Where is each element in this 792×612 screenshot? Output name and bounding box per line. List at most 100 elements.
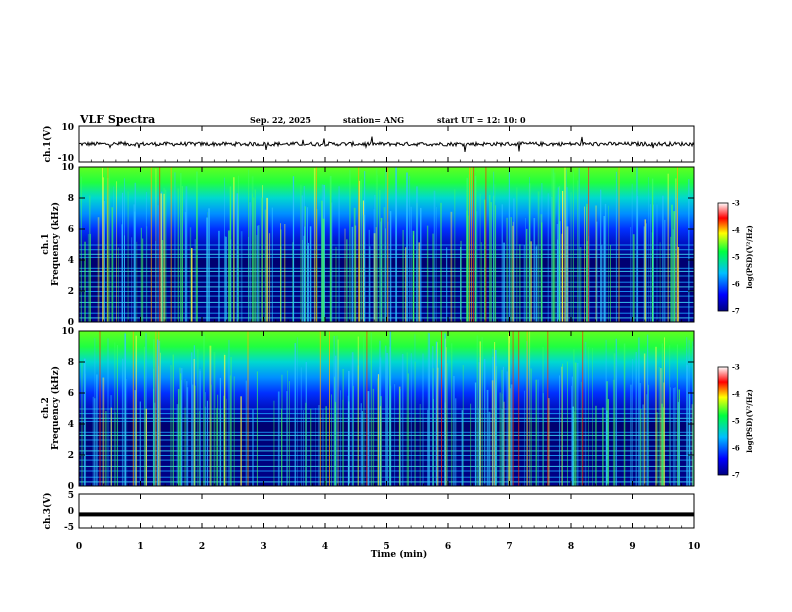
ch1-sferic xyxy=(516,187,518,322)
ch2-sferic xyxy=(623,343,626,486)
ch2-colorbar-scale xyxy=(717,366,729,476)
ch1-sferic xyxy=(405,247,407,322)
ch2-sferic xyxy=(588,347,589,486)
ch1-sferic xyxy=(541,222,543,322)
ch2-sferic xyxy=(501,393,503,486)
ch2-sferic xyxy=(678,399,680,486)
ch1-sferic xyxy=(446,247,448,322)
ch2-sferic xyxy=(191,352,193,486)
ch2-sferic xyxy=(210,384,212,486)
ch1-sferic xyxy=(236,193,239,322)
ch1-sferic xyxy=(632,234,635,322)
ch3-ytick-bottom: -5 xyxy=(64,523,74,533)
ch2-sferic xyxy=(121,358,124,486)
ch1-sferic xyxy=(526,228,528,322)
ch1-sferic xyxy=(564,167,566,322)
ch2-sferic xyxy=(499,392,501,486)
ch2-sferic xyxy=(233,376,235,486)
ch1-sferic xyxy=(89,233,91,322)
ch2-sferic xyxy=(186,381,188,486)
ch2-sferic xyxy=(692,341,694,486)
ch2-sferic xyxy=(337,339,339,486)
ch2-sferic xyxy=(102,377,105,486)
ch2-sferic xyxy=(639,383,641,486)
ch1-sferic xyxy=(529,177,530,322)
ch1-sferic xyxy=(233,177,235,322)
ch1-sferic xyxy=(533,218,536,322)
ch1-sferic xyxy=(368,229,370,322)
ch2-sferic xyxy=(508,332,510,486)
ch2-sferic xyxy=(116,345,118,486)
ch1-sferic xyxy=(373,209,375,322)
ch1-sferic xyxy=(228,230,230,322)
ch1-spectrogram-ytick-label: 4 xyxy=(68,256,74,266)
ch1-sferic xyxy=(664,219,666,322)
ch2-sferic xyxy=(134,390,137,486)
ch2-sferic xyxy=(692,346,694,486)
ch2-sferic xyxy=(310,408,312,486)
ch1-sferic xyxy=(493,171,495,322)
ch1-sferic xyxy=(109,168,111,322)
ch2-sferic xyxy=(573,411,575,486)
ch2-sferic xyxy=(492,356,494,486)
ch2-strong-sferic xyxy=(99,331,101,486)
ch2-sferic xyxy=(399,388,401,486)
ch2-sferic xyxy=(256,371,258,486)
ch1-sferic xyxy=(322,218,325,322)
ch2-sferic xyxy=(678,389,680,486)
ch2-spectrogram-ytick-label: 4 xyxy=(68,420,74,430)
ch1-sferic xyxy=(97,217,100,322)
ch2-sferic xyxy=(494,382,496,486)
ch2-sferic xyxy=(567,361,568,486)
ch2-sferic xyxy=(422,353,424,486)
ch1-sferic xyxy=(375,167,378,322)
ch1-sferic xyxy=(251,193,254,322)
ch2-sferic xyxy=(197,349,199,486)
ch2-sferic xyxy=(542,393,544,486)
ch2-sferic xyxy=(470,403,472,486)
ch2-colorbar-tick: -5 xyxy=(732,417,740,426)
ch1-sferic xyxy=(304,226,306,322)
xtick-label: 3 xyxy=(260,542,266,552)
ch1-sferic xyxy=(671,204,673,322)
ch2-sferic xyxy=(584,341,587,486)
ch2-sferic xyxy=(361,410,363,486)
ch1-colorbar-title: log(PSD)(V²/Hz) xyxy=(745,225,754,289)
ch1-sferic xyxy=(248,236,249,322)
ch1-strong-sferic xyxy=(473,167,475,322)
ch2-sferic xyxy=(524,390,525,486)
ch2-sferic xyxy=(105,410,107,486)
ch1-narrowband-line xyxy=(79,270,694,272)
ch2-sferic xyxy=(676,344,678,486)
ch2-sferic xyxy=(219,377,221,486)
ch2-sferic xyxy=(377,374,379,486)
ch1-sferic xyxy=(523,245,525,322)
ch1-sferic xyxy=(630,227,632,322)
ch2-sferic xyxy=(351,352,354,486)
ch1-sferic xyxy=(476,211,478,322)
ch1-colorbar-tick: -5 xyxy=(732,253,740,262)
ch1-sferic xyxy=(420,207,422,322)
ch1-sferic xyxy=(601,244,603,322)
ch2-sferic xyxy=(281,408,282,486)
ch1-sferic xyxy=(389,211,392,322)
ch1-strong-sferic xyxy=(150,167,152,322)
ch1-sferic xyxy=(102,168,103,322)
ch2-sferic xyxy=(230,357,232,486)
time-axis: 0 1 2 3 4 5 6 7 8 9 10 xyxy=(76,126,700,552)
ch2-sferic xyxy=(199,411,200,486)
ch2-sferic xyxy=(658,367,660,486)
ch1-sferic xyxy=(667,173,669,322)
ch1-sferic xyxy=(307,242,309,322)
ch1-sferic xyxy=(433,190,436,322)
ch1-sferic xyxy=(586,203,588,322)
ch1-sferic xyxy=(579,247,582,322)
ch1-waveform-line xyxy=(79,136,694,152)
ch2-colorbar-title: log(PSD)(V²/Hz) xyxy=(745,389,754,453)
ch2-sferic xyxy=(273,400,275,486)
ch2-sferic xyxy=(199,370,201,486)
ch1-sferic xyxy=(566,226,569,322)
ch2-sferic xyxy=(495,350,497,486)
ch1-sferic xyxy=(508,172,510,322)
